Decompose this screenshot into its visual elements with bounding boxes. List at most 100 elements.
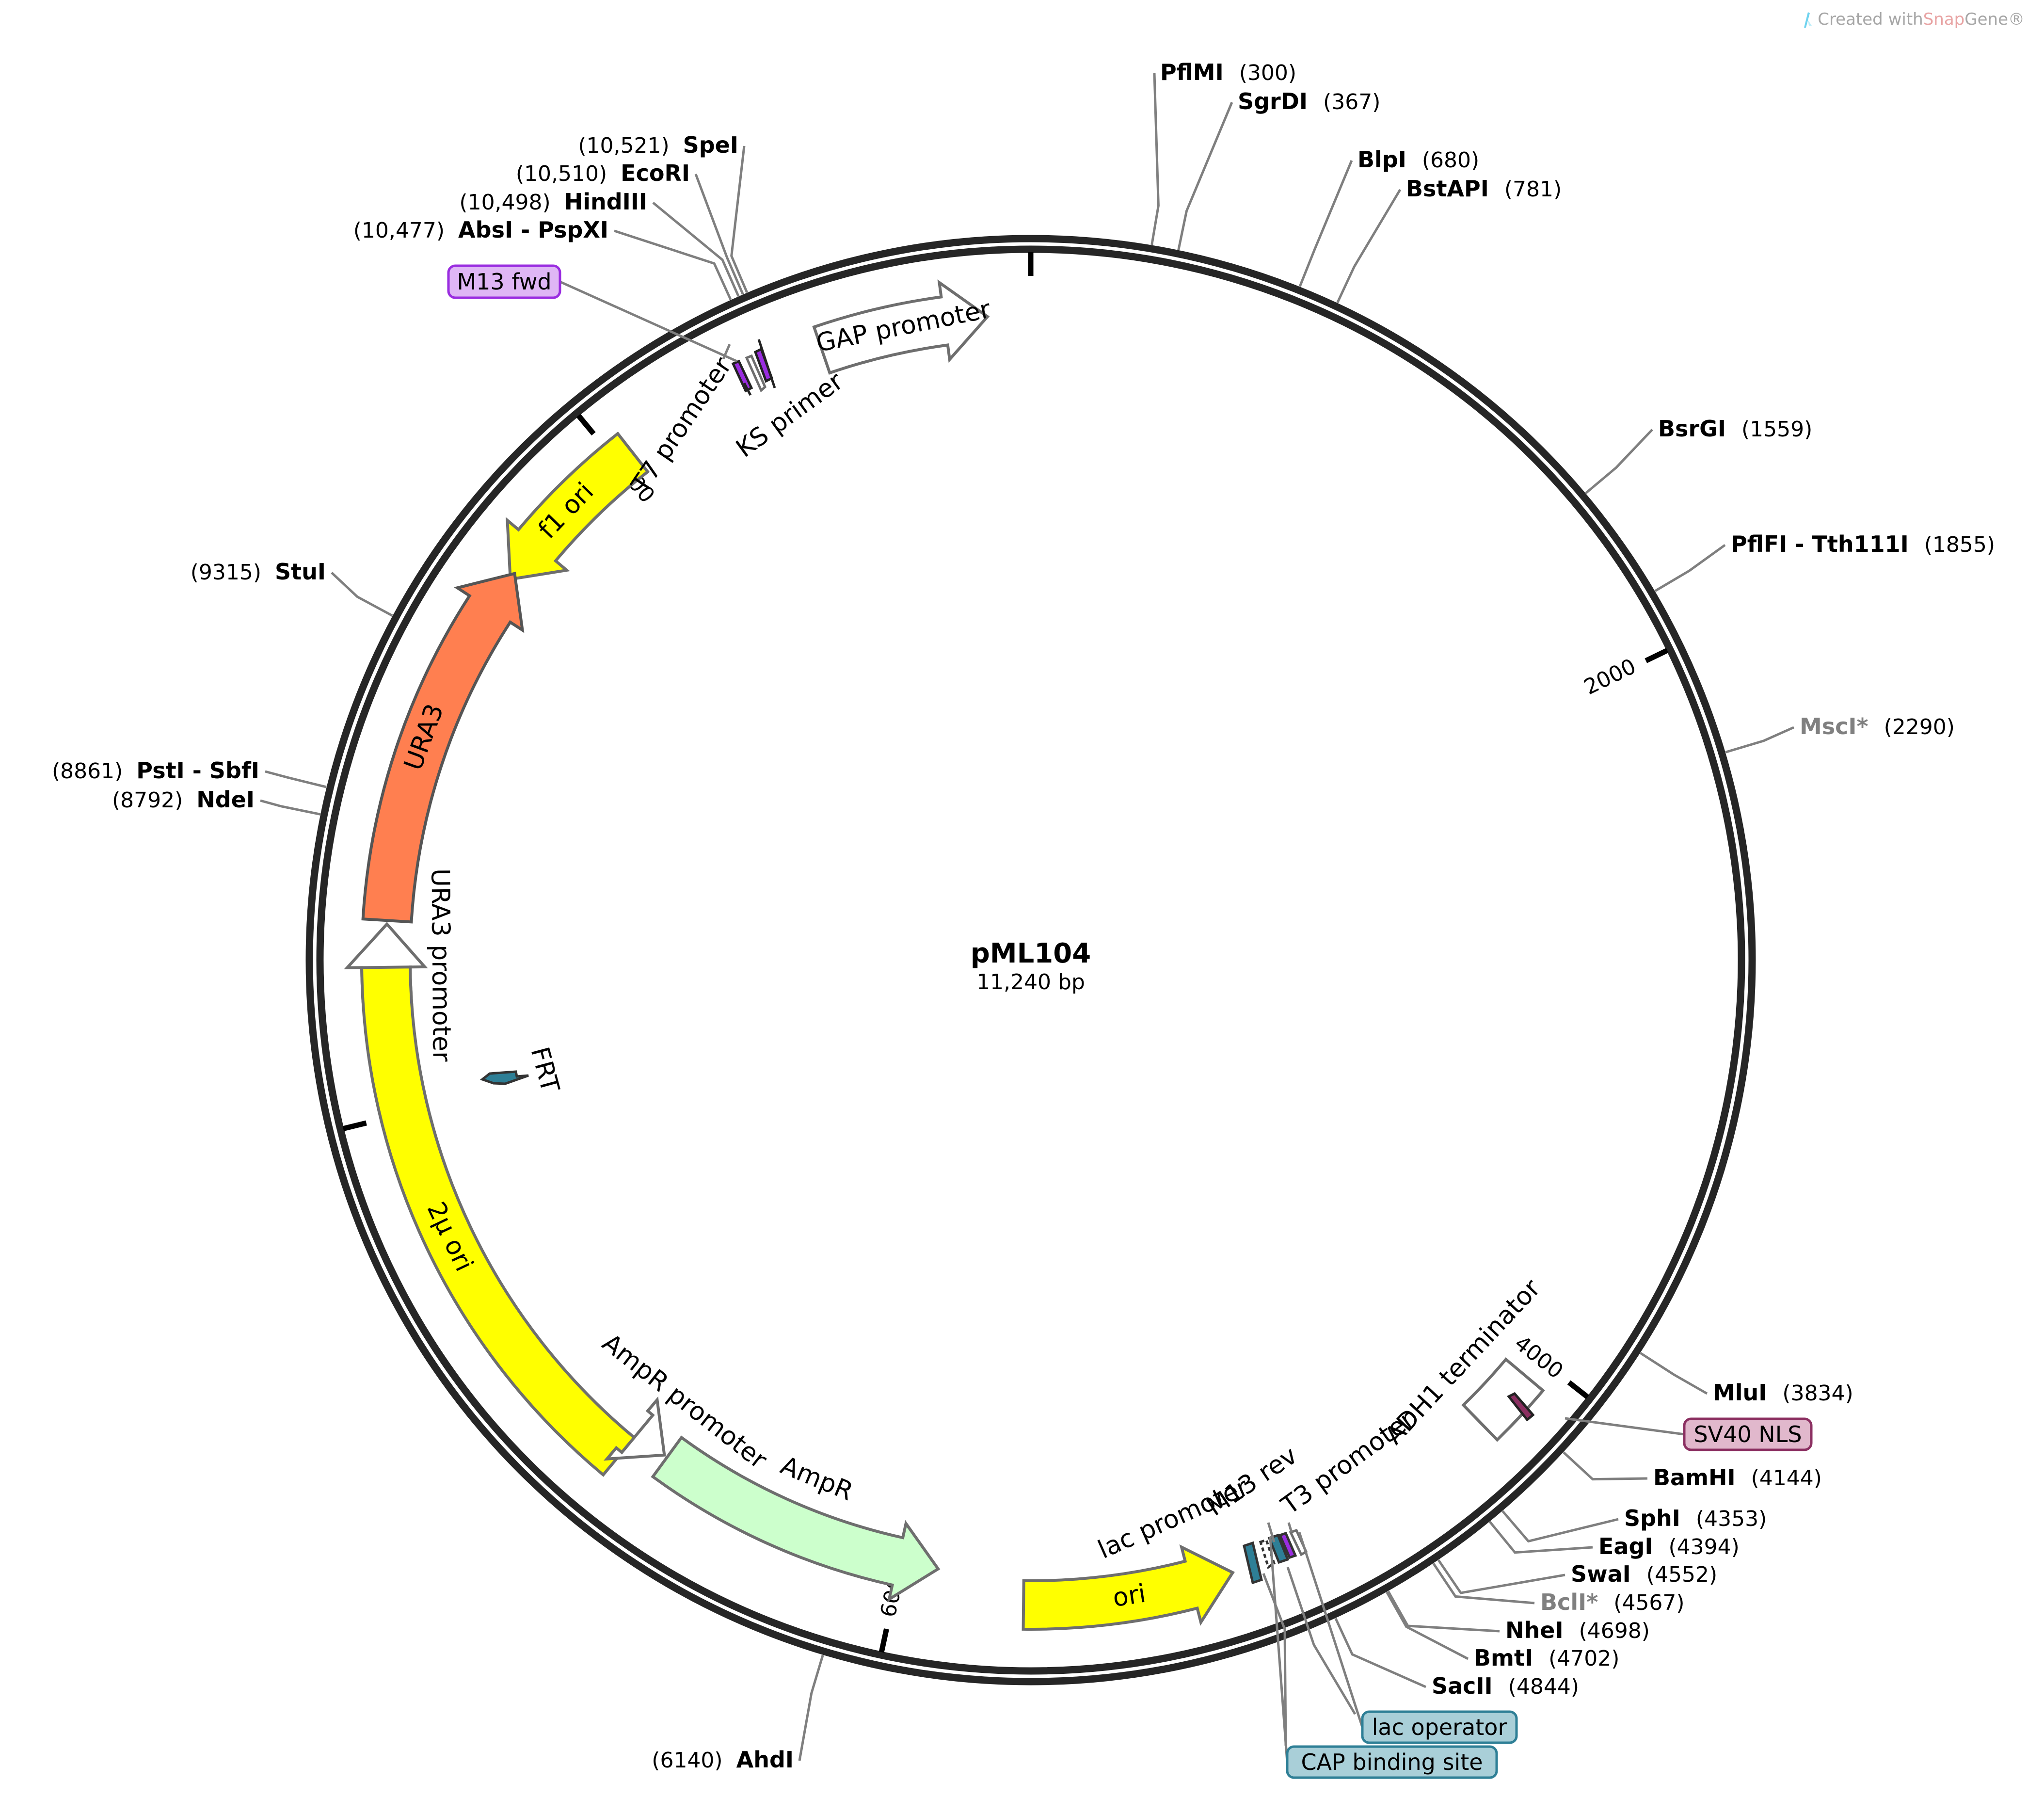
lac-promoter-icon[interactable]: [1259, 1538, 1276, 1569]
site-sacii[interactable]: SacII (4844): [1334, 1618, 1579, 1699]
boxed-label-m13-fwd[interactable]: M13 fwd: [447, 264, 738, 363]
site-psti-sbfi[interactable]: (8861) PstI - SbfI: [52, 757, 327, 788]
site-leader-line: [1563, 1451, 1648, 1481]
cap-binding-site-icon[interactable]: [1243, 1541, 1263, 1585]
site-msci-[interactable]: MscI* (2290): [1725, 713, 1955, 754]
site-sphi[interactable]: SphI (4353): [1501, 1505, 1767, 1543]
site-name: SphI: [1624, 1505, 1680, 1531]
site-bstapi[interactable]: BstAPI (781): [1336, 176, 1562, 304]
site-absi-pspxi[interactable]: (10,477) AbsI - PspXI: [353, 217, 732, 301]
boxed-label-sv40-nls[interactable]: SV40 NLS: [1565, 1417, 1813, 1451]
m13-fwd-primer-icon[interactable]: [731, 359, 753, 393]
site-leader-line: [1387, 1590, 1500, 1633]
t7-ks-cluster[interactable]: [722, 339, 776, 396]
feature-ori-arrow[interactable]: [1022, 1544, 1235, 1631]
site-sgrdi[interactable]: SgrDI (367): [1177, 88, 1381, 250]
feature-label: URA3 promoter: [425, 868, 456, 1062]
site-name: PstI - SbfI: [136, 757, 259, 784]
site-bmti[interactable]: BmtI (4702): [1386, 1591, 1619, 1671]
site-leader-line: [265, 770, 327, 788]
feature-ampr-arrow[interactable]: [651, 1435, 941, 1603]
frt-site-icon[interactable]: [479, 1070, 529, 1085]
site-label: BlpI (680): [1357, 146, 1479, 173]
site-bcli-[interactable]: BclI* (4567): [1432, 1562, 1685, 1615]
site-name: BamHI: [1653, 1464, 1736, 1491]
tick-mark: [1567, 1380, 1590, 1399]
site-position: (781): [1504, 177, 1562, 202]
site-spei[interactable]: (10,521) SpeI: [578, 132, 749, 293]
boxed-label-leader: [1565, 1417, 1685, 1436]
site-position: (8792): [112, 788, 183, 813]
site-leader-line: [798, 1654, 824, 1761]
feature-ampr-promoter-arrow[interactable]: [603, 1396, 666, 1461]
site-position: (10,521): [578, 133, 669, 158]
site-position: (4353): [1696, 1507, 1767, 1531]
site-pflfi-tth111i[interactable]: PflFI - Tth111I (1855): [1654, 531, 1995, 592]
site-leader-line: [1386, 1591, 1469, 1660]
site-nhei[interactable]: NheI (4698): [1387, 1590, 1650, 1643]
tick-mark: [1645, 648, 1669, 663]
site-position: (4394): [1669, 1535, 1740, 1559]
site-hindiii[interactable]: (10,498) HindIII: [459, 189, 740, 297]
site-name: PflMI: [1160, 59, 1224, 85]
site-mlui[interactable]: MluI (3834): [1640, 1352, 1853, 1406]
site-leader-line: [1336, 189, 1402, 304]
site-bamhi[interactable]: BamHI (4144): [1563, 1451, 1822, 1491]
site-label: MscI* (2290): [1800, 713, 1955, 739]
site-ecori[interactable]: (10,510) EcoRI: [516, 160, 744, 295]
site-name: BclI*: [1540, 1589, 1598, 1615]
site-name: MscI*: [1800, 713, 1868, 739]
site-ndei[interactable]: (8792) NdeI: [112, 787, 321, 816]
feature-label: ori: [1111, 1579, 1148, 1613]
boxed-label-cap-binding-site[interactable]: CAP binding site: [1269, 1537, 1498, 1779]
center-title: pML104 11,240 bp: [971, 938, 1091, 995]
site-position: (1855): [1924, 532, 1995, 557]
t7-promoter-icon[interactable]: [745, 354, 767, 393]
boxed-feature-labels: M13 fwd SV40 NLS lac operator CAP binding s…: [447, 264, 1813, 1779]
inner-strand: [316, 245, 1745, 1675]
site-leader-line: [1437, 1559, 1565, 1594]
site-position: (6140): [652, 1748, 722, 1773]
site-position: (10,498): [459, 190, 550, 215]
site-leader-line: [1432, 1562, 1535, 1605]
site-label: (10,498) HindIII: [459, 189, 647, 215]
site-position: (1559): [1741, 417, 1812, 442]
site-position: (4144): [1751, 1466, 1822, 1491]
site-position: (4698): [1579, 1619, 1650, 1643]
site-leader-line: [1488, 1521, 1593, 1554]
site-label: BclI* (4567): [1540, 1589, 1685, 1615]
m13-rev-primer-icon[interactable]: [1278, 1531, 1297, 1559]
site-label: PflMI (300): [1160, 59, 1296, 85]
snapgene-logo-icon: [1804, 12, 1812, 28]
site-name: StuI: [275, 559, 326, 585]
site-position: (680): [1422, 148, 1479, 173]
boxed-label-leader: [559, 280, 738, 363]
sv40-nls-icon[interactable]: [1507, 1392, 1535, 1422]
feature-adh1-terminator-arrow[interactable]: [1461, 1357, 1545, 1442]
boxed-label-text: lac operator: [1372, 1714, 1507, 1740]
site-name: SacII: [1432, 1673, 1493, 1699]
plasmid-name: pML104: [971, 938, 1091, 969]
site-swai[interactable]: SwaI (4552): [1437, 1559, 1717, 1594]
site-leader-line: [614, 229, 732, 301]
boxed-label-text: M13 fwd: [457, 269, 551, 295]
site-leader-line: [1150, 73, 1160, 245]
site-leader-line: [260, 799, 321, 816]
site-leader-line: [1640, 1352, 1708, 1395]
site-label: (10,477) AbsI - PspXI: [353, 217, 608, 243]
site-pflmi[interactable]: PflMI (300): [1150, 59, 1296, 245]
boxed-label-lac-operator[interactable]: lac operator: [1298, 1532, 1518, 1744]
site-blpi[interactable]: BlpI (680): [1298, 146, 1479, 287]
site-stui[interactable]: (9315) StuI: [191, 559, 393, 617]
site-ahdi[interactable]: (6140) AhdI: [652, 1654, 824, 1773]
feature-gap-promoter-arrow[interactable]: [812, 279, 990, 375]
feature-ura3-arrow[interactable]: [361, 571, 525, 924]
site-label: BmtI (4702): [1474, 1645, 1619, 1671]
site-eagi[interactable]: EagI (4394): [1488, 1521, 1740, 1559]
site-label: (6140) AhdI: [652, 1747, 794, 1773]
site-name: AhdI: [736, 1747, 794, 1773]
feature-2-ori-arrow[interactable]: [360, 965, 637, 1477]
site-bsrgi[interactable]: BsrGI (1559): [1585, 416, 1812, 494]
site-label: BstAPI (781): [1406, 176, 1562, 202]
